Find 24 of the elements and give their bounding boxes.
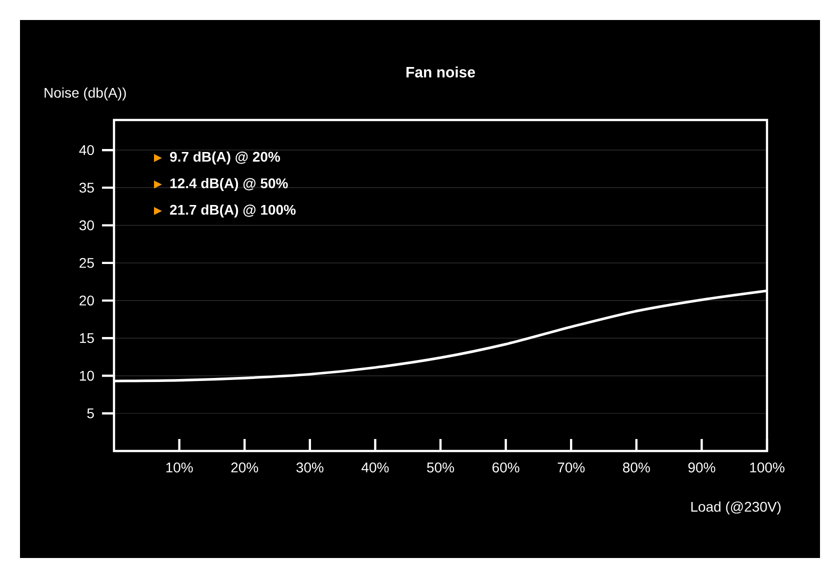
x-tick-label: 70%	[558, 462, 585, 472]
x-tick-label: 20%	[231, 462, 258, 472]
annotation: 12.4 dB(A) @ 50%	[170, 178, 288, 192]
x-tick-label: 100%	[750, 462, 784, 472]
y-tick-label: 5	[87, 408, 94, 418]
y-axis-title: Noise (db(A))	[44, 87, 126, 101]
y-tick-label: 20	[80, 296, 94, 306]
x-tick-label: 80%	[623, 462, 650, 472]
y-tick-label: 25	[80, 258, 94, 268]
y-tick-label: 35	[79, 182, 94, 193]
annotation: 9.7 dB(A) @ 20%	[170, 151, 280, 165]
annotation: 21.7 dB(A) @ 100%	[170, 204, 296, 218]
x-tick-label: 40%	[362, 462, 389, 472]
x-tick-label: 30%	[296, 462, 324, 472]
y-tick-label: 15	[80, 333, 94, 344]
chart-title: Fan noise	[406, 66, 475, 78]
x-tick-label: 90%	[688, 462, 716, 472]
x-tick-label: 60%	[492, 462, 520, 472]
y-tick-label: 40	[79, 145, 94, 156]
x-tick-label: 10%	[166, 462, 193, 472]
y-tick-label: 30	[79, 220, 94, 230]
x-axis-title: Load (@230V)	[691, 501, 781, 515]
x-tick-label: 50%	[427, 462, 454, 472]
y-tick-label: 10	[80, 370, 94, 381]
